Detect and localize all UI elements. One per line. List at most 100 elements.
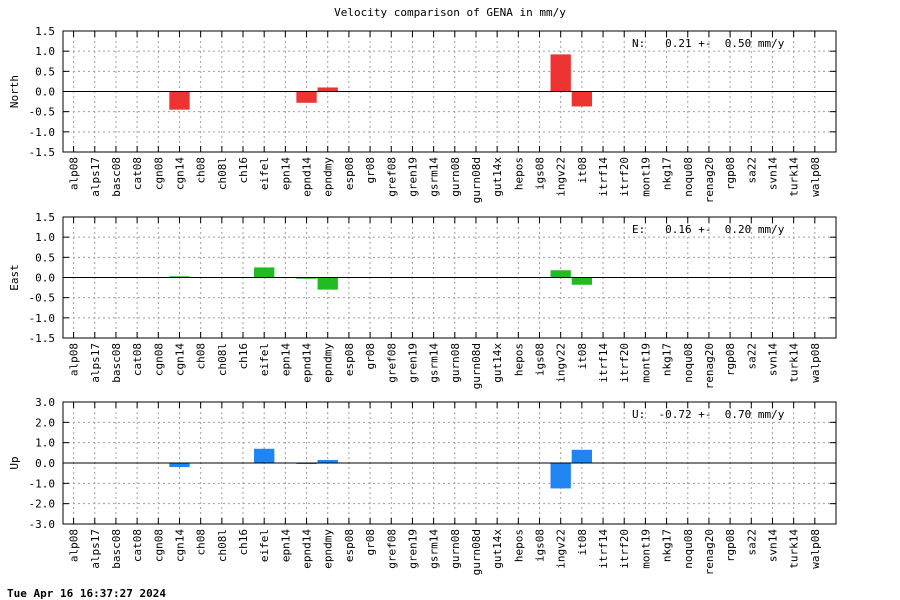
stats-annotation: E: 0.16 +- 0.20 mm/y [632, 223, 785, 236]
x-tick-label: gut14x [491, 529, 504, 569]
x-tick-label: turk14 [788, 343, 801, 383]
x-tick-label: itrf20 [618, 343, 631, 383]
x-tick-label: gsrm14 [428, 157, 441, 197]
bar-epndmy [317, 87, 338, 92]
x-tick-label: gut14x [491, 343, 504, 383]
x-tick-label: sa22 [745, 343, 758, 370]
x-tick-label: noqu08 [682, 157, 695, 197]
y-axis-label: Up [8, 456, 21, 469]
x-tick-label: esp08 [343, 529, 356, 562]
y-tick-label: 1.5 [35, 211, 55, 224]
x-tick-label: nkg17 [661, 343, 674, 376]
x-tick-label: ch08l [216, 157, 229, 190]
bar-epnd14 [296, 463, 317, 465]
x-tick-label: alp08 [68, 157, 81, 190]
x-tick-label: turk14 [788, 529, 801, 569]
y-tick-label: -1.0 [29, 477, 56, 490]
x-tick-label: itrf14 [597, 529, 610, 569]
x-tick-label: epndmy [322, 529, 335, 569]
bar-epnd14 [296, 277, 317, 279]
x-tick-label: gren19 [406, 157, 419, 197]
bar-it08 [571, 449, 593, 463]
x-tick-label: epnd14 [301, 529, 314, 569]
x-tick-label: ingv22 [555, 157, 568, 197]
y-tick-label: -1.0 [29, 312, 56, 325]
x-tick-label: itrf14 [597, 157, 610, 197]
x-tick-label: mont19 [639, 157, 652, 197]
x-tick-label: walp08 [809, 157, 822, 197]
x-tick-label: turk14 [788, 157, 801, 197]
bar-cgn14 [169, 463, 190, 468]
x-tick-label: cgn14 [173, 343, 186, 376]
x-tick-label: gurn08 [449, 529, 462, 569]
x-tick-label: sa22 [745, 157, 758, 184]
stats-annotation: U: -0.72 +- 0.70 mm/y [632, 408, 785, 421]
x-tick-label: gren19 [406, 343, 419, 383]
x-tick-label: gsrm14 [428, 529, 441, 569]
x-tick-label: svn14 [766, 343, 779, 376]
x-tick-label: gr08 [364, 529, 377, 556]
plot-frame [62, 30, 837, 153]
x-tick-label: rgp08 [724, 343, 737, 376]
x-tick-label: gren19 [406, 529, 419, 569]
x-tick-label: nkg17 [661, 157, 674, 190]
x-tick-label: ch08 [195, 529, 208, 556]
x-tick-label: epn14 [279, 529, 292, 562]
x-tick-label: hepos [512, 157, 525, 190]
y-tick-label: 3.0 [35, 396, 55, 409]
bar-it08 [571, 277, 593, 285]
x-tick-label: cat08 [131, 157, 144, 190]
y-tick-label: -0.5 [29, 292, 56, 305]
stats-annotation: N: 0.21 +- 0.50 mm/y [632, 37, 785, 50]
x-tick-label: basc08 [110, 529, 123, 569]
bar-cgn14 [169, 91, 190, 110]
x-tick-label: ch16 [237, 343, 250, 370]
y-tick-label: 0.5 [35, 251, 55, 264]
x-tick-label: gurn08d [470, 529, 483, 575]
x-tick-label: cgn14 [173, 529, 186, 562]
x-tick-label: renag20 [703, 529, 716, 575]
x-tick-label: epnd14 [301, 343, 314, 383]
chart-title: Velocity comparison of GENA in mm/y [334, 6, 566, 19]
x-tick-label: igs08 [534, 343, 547, 376]
panel-north: 1.5 1.0 0.5 0.0 -0.5 -1.0 -1.5 alp08 alps17 basc0… [8, 25, 837, 203]
x-tick-label: sa22 [745, 529, 758, 556]
x-tick-label: hepos [512, 529, 525, 562]
x-tick-label: basc08 [110, 157, 123, 197]
x-tick-label: igs08 [534, 529, 547, 562]
x-tick-label: ingv22 [555, 343, 568, 383]
x-tick-label: basc08 [110, 343, 123, 383]
x-tick-label: cgn08 [152, 157, 165, 190]
x-tick-label: cgn08 [152, 529, 165, 562]
x-tick-label: ch08 [195, 157, 208, 184]
y-tick-label: 0.0 [35, 457, 55, 470]
x-tick-label: eifel [258, 529, 271, 562]
x-tick-label: gref08 [385, 343, 398, 383]
x-tick-label: noqu08 [682, 343, 695, 383]
x-tick-label: gurn08d [470, 157, 483, 203]
x-tick-label: epndmy [322, 157, 335, 197]
x-tick-label: ch08l [216, 343, 229, 376]
x-tick-label: it08 [576, 529, 589, 556]
panel-east: 1.5 1.0 0.5 0.0 -0.5 -1.0 -1.5 alp08 alps17 basc0… [8, 211, 837, 389]
y-axis-label: East [8, 264, 21, 291]
x-tick-label: gr08 [364, 157, 377, 184]
x-tick-label: mont19 [639, 343, 652, 383]
x-tick-label: epn14 [279, 343, 292, 376]
x-tick-label: svn14 [766, 157, 779, 190]
x-tick-label: ch08 [195, 343, 208, 370]
x-tick-label: cgn14 [173, 157, 186, 190]
x-tick-label: epndmy [322, 343, 335, 383]
x-tick-label: gr08 [364, 343, 377, 370]
x-tick-label: ch08l [216, 529, 229, 562]
x-tick-label: gsrm14 [428, 343, 441, 383]
y-tick-label: 1.5 [35, 25, 55, 38]
y-tick-label: -1.0 [29, 126, 56, 139]
y-tick-label: 0.5 [35, 65, 55, 78]
x-tick-label: cat08 [131, 529, 144, 562]
y-tick-label: 1.0 [35, 231, 55, 244]
bar-epndmy [317, 459, 338, 463]
x-tick-label: epn14 [279, 157, 292, 190]
